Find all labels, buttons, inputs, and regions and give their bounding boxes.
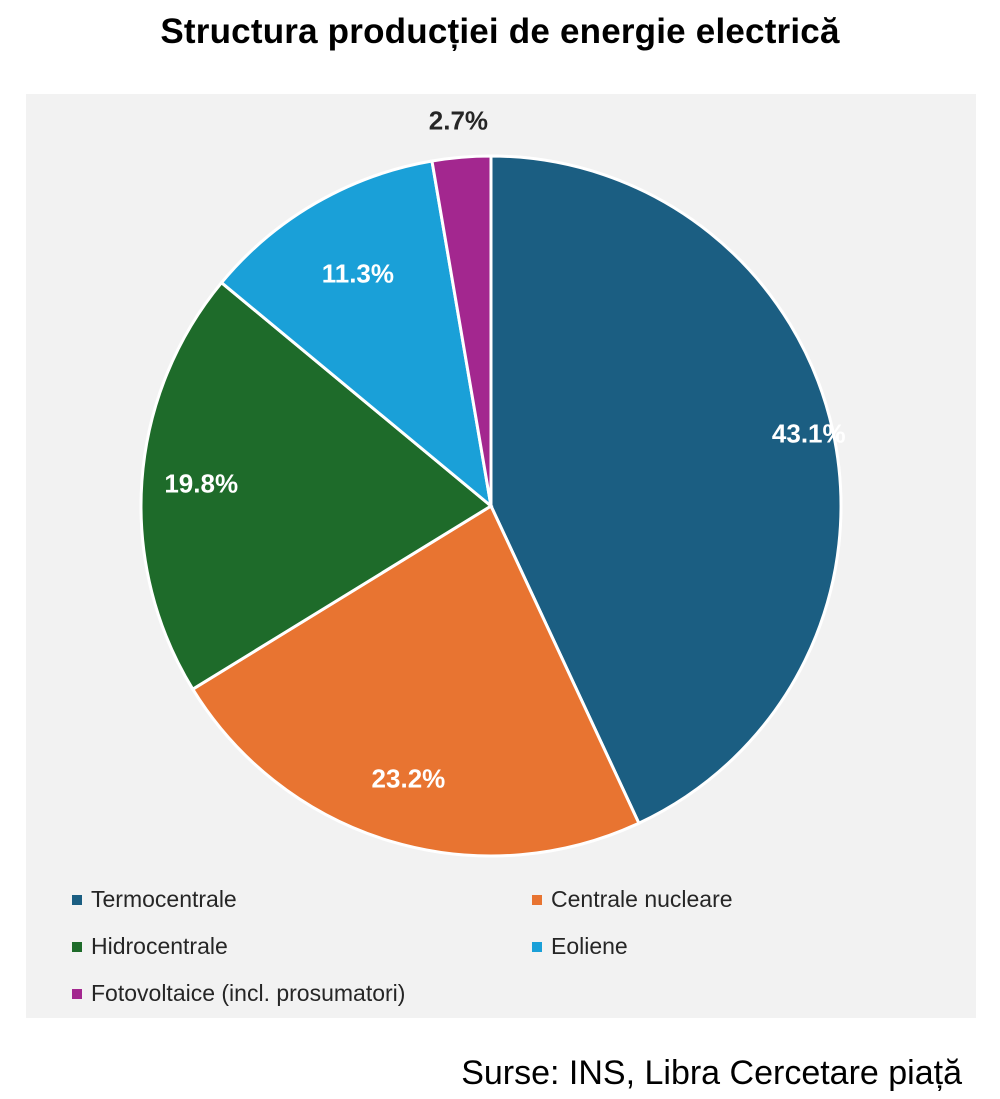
pie-slice-0 (489, 154, 843, 826)
plot-area: 43.1% 23.2% 19.8% 11.3% 2.7% Termocentrale Ce… (26, 94, 976, 1018)
pie-chart: 43.1% 23.2% 19.8% 11.3% 2.7% (139, 105, 846, 858)
source-note: Surse: INS, Libra Cercetare piață (461, 1054, 962, 1092)
data-label-3: 11.3% (322, 259, 394, 289)
pie-slice-4 (430, 154, 493, 507)
data-label-2: 19.8% (164, 468, 238, 498)
legend-item-1: Centrale nucleare (532, 883, 952, 916)
legend-label-3: Eoliene (551, 933, 628, 959)
legend-swatch-1 (532, 894, 542, 905)
legend-label-2: Hidrocentrale (91, 933, 228, 959)
legend-swatch-2 (72, 941, 82, 952)
legend-label-4: Fotovoltaice (incl. prosumatori) (91, 980, 406, 1006)
pie-slice-2 (139, 280, 494, 692)
legend-item-0: Termocentrale (72, 883, 532, 916)
legend-item-4: Fotovoltaice (incl. prosumatori) (72, 977, 532, 1010)
legend-label-0: Termocentrale (91, 886, 237, 912)
legend-item-3: Eoliene (532, 930, 952, 963)
legend-swatch-4 (72, 988, 82, 999)
data-label-4: 2.7% (429, 105, 488, 135)
legend: Termocentrale Centrale nucleare Hidrocentr… (72, 883, 952, 1010)
legend-swatch-0 (72, 894, 82, 905)
pie-slice-3 (219, 159, 494, 510)
chart-title: Structura producției de energie electric… (160, 12, 840, 51)
legend-swatch-3 (532, 941, 542, 952)
data-label-1: 23.2% (372, 764, 446, 794)
legend-label-1: Centrale nucleare (551, 886, 733, 912)
legend-item-2: Hidrocentrale (72, 930, 532, 963)
data-label-0: 43.1% (772, 418, 846, 448)
pie-slice-1 (190, 503, 641, 858)
